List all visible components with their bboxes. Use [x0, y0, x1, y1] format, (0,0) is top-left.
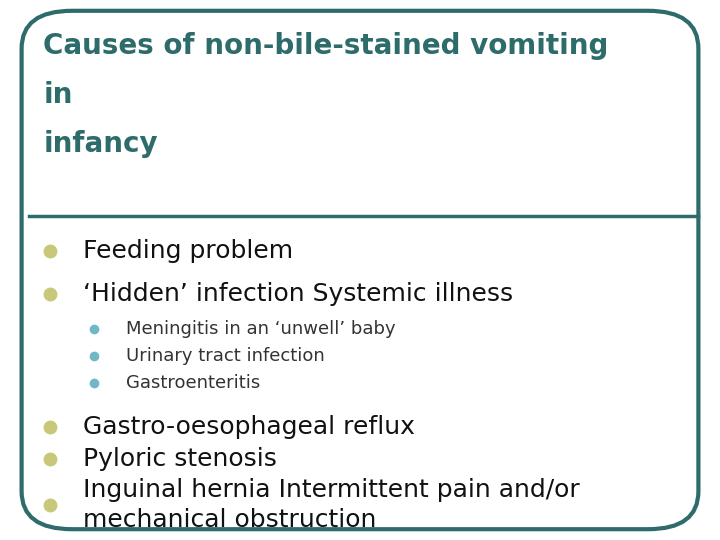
Text: Gastroenteritis: Gastroenteritis — [126, 374, 260, 393]
Text: Urinary tract infection: Urinary tract infection — [126, 347, 325, 366]
Text: Feeding problem: Feeding problem — [83, 239, 293, 263]
Text: Gastro-oesophageal reflux: Gastro-oesophageal reflux — [83, 415, 415, 438]
Text: ‘Hidden’ infection Systemic illness: ‘Hidden’ infection Systemic illness — [83, 282, 513, 306]
Text: Meningitis in an ‘unwell’ baby: Meningitis in an ‘unwell’ baby — [126, 320, 395, 339]
Text: infancy: infancy — [43, 130, 158, 158]
Text: in: in — [43, 81, 73, 109]
Text: Causes of non-bile-stained vomiting: Causes of non-bile-stained vomiting — [43, 32, 608, 60]
Text: Inguinal hernia Intermittent pain and/or
mechanical obstruction: Inguinal hernia Intermittent pain and/or… — [83, 478, 580, 532]
FancyBboxPatch shape — [22, 11, 698, 529]
Text: Pyloric stenosis: Pyloric stenosis — [83, 447, 276, 471]
